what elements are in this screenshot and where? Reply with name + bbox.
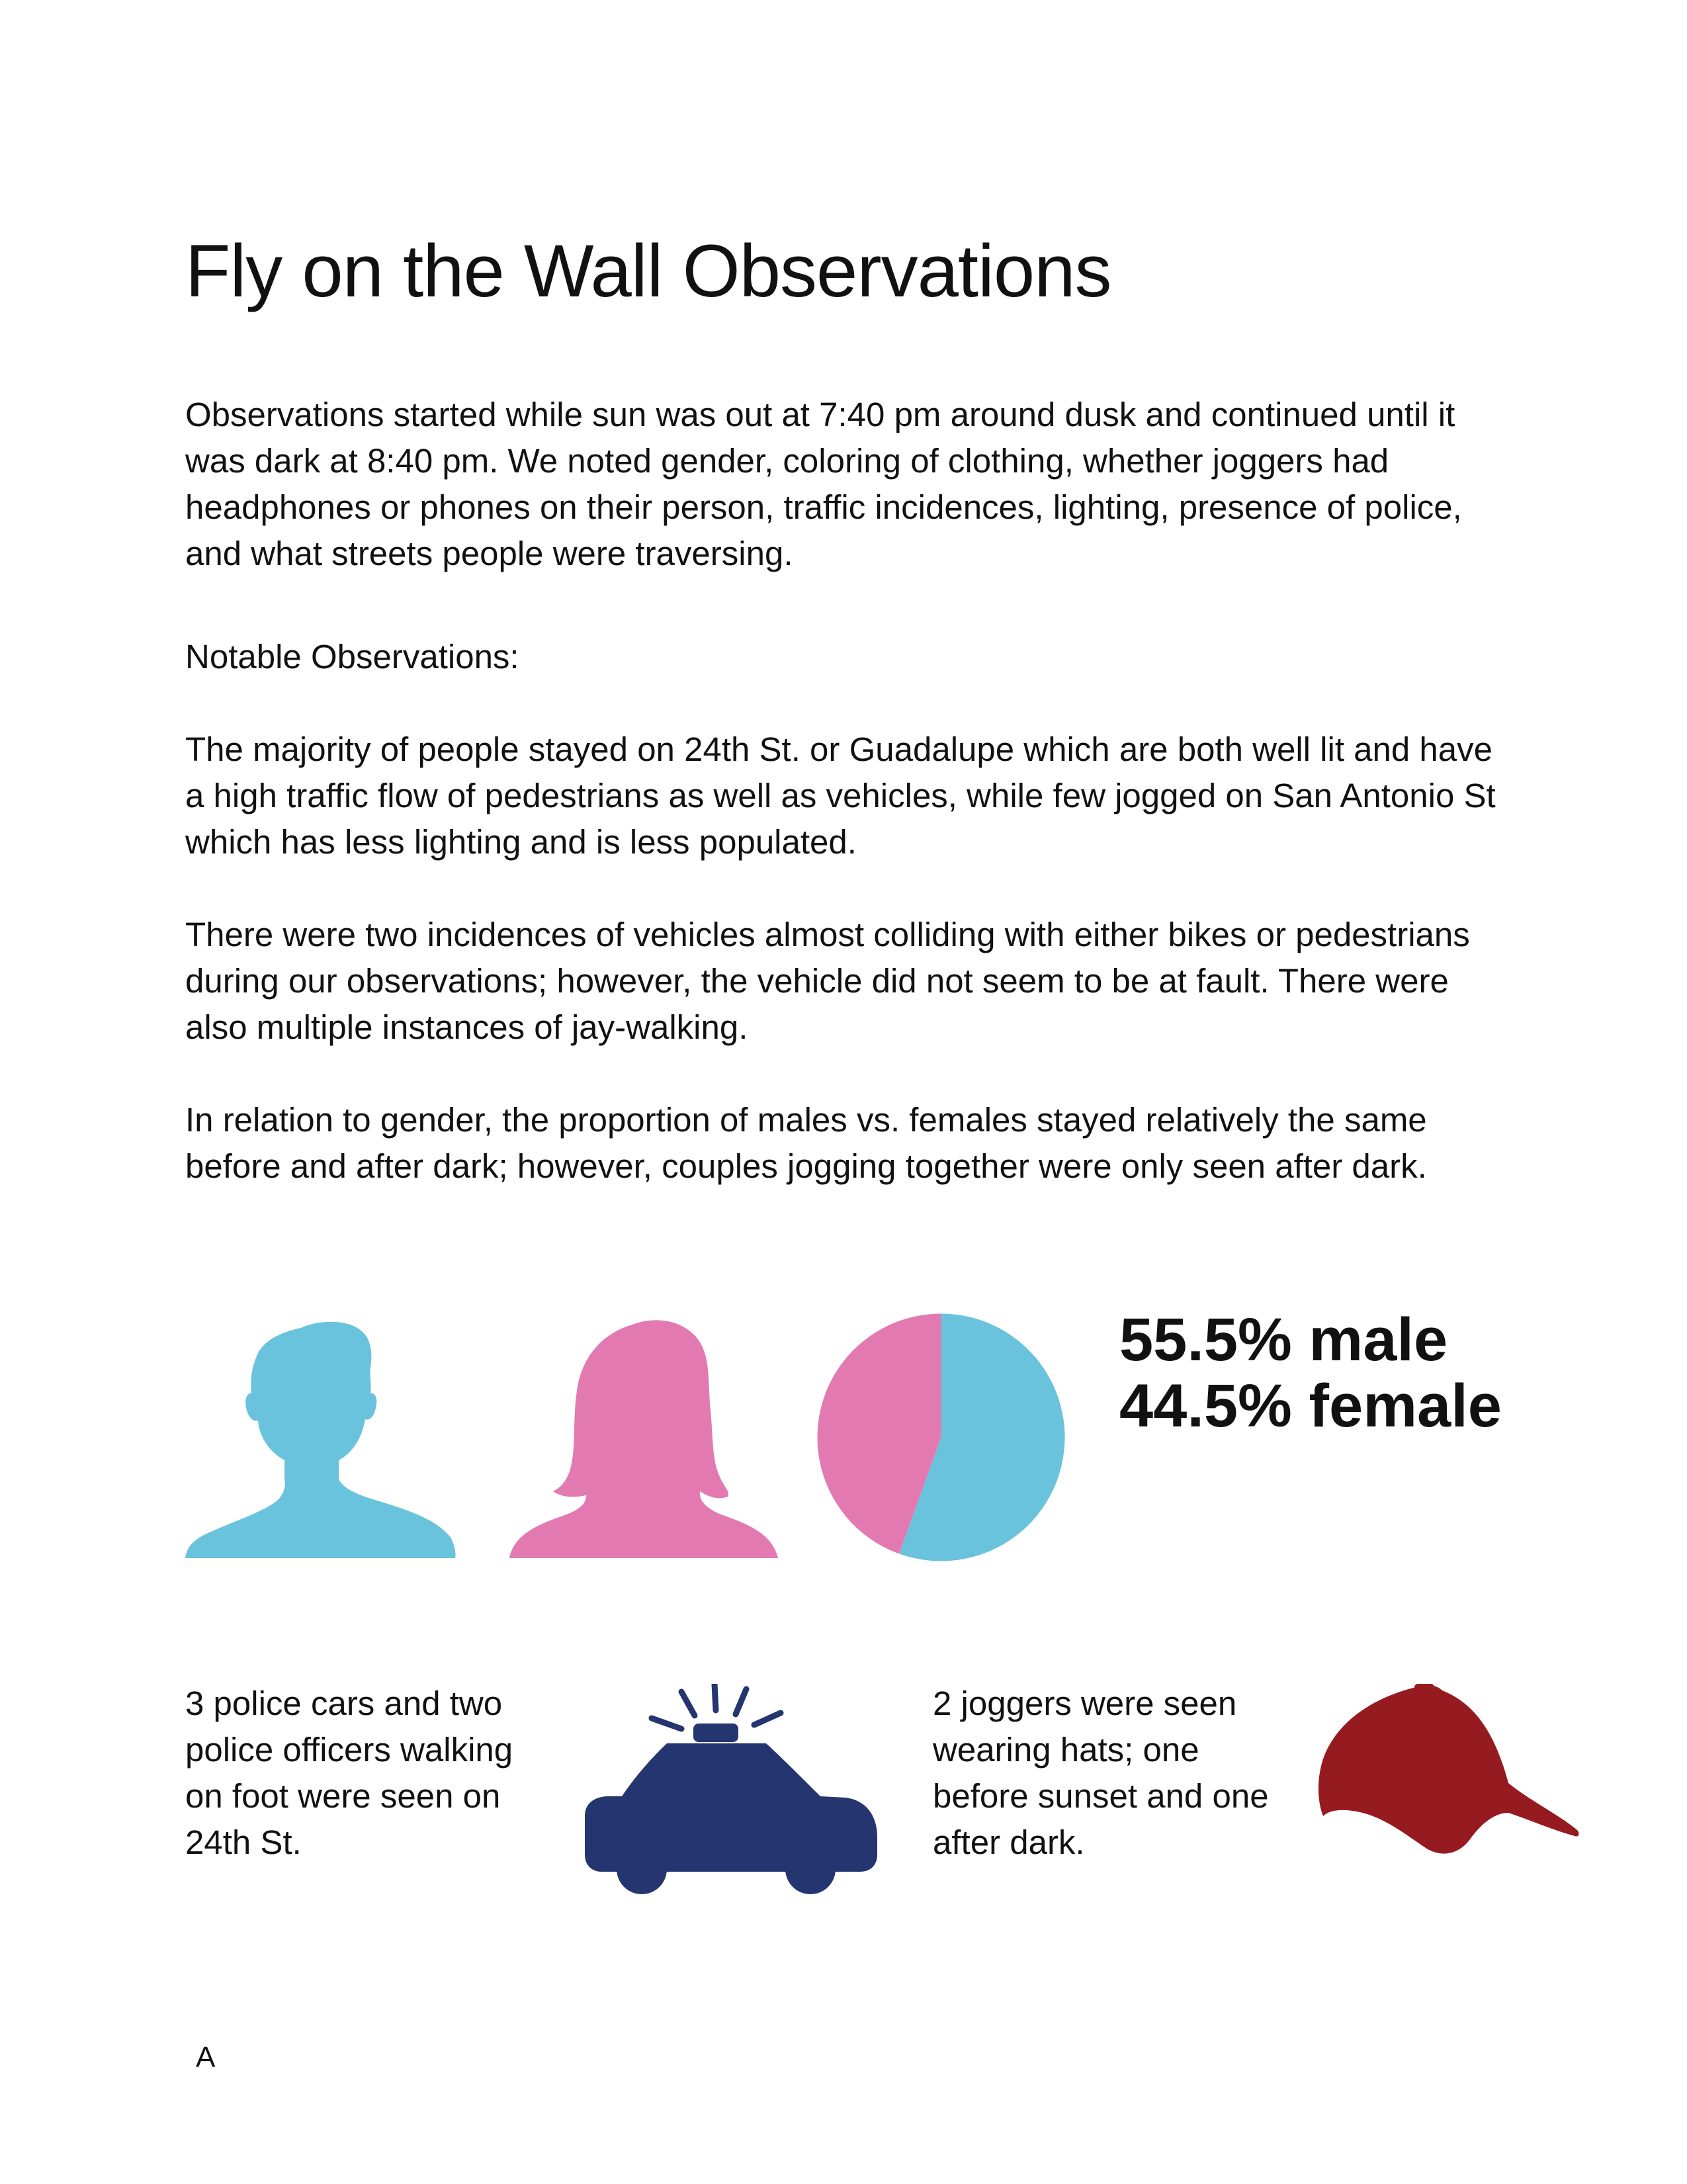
rear-wheel: [617, 1844, 667, 1894]
car-body: [585, 1743, 877, 1872]
streets-paragraph: The majority of people stayed on 24th St…: [185, 730, 1496, 861]
siren-rays: [648, 1684, 784, 1732]
cap-button: [1414, 1684, 1434, 1690]
gender-paragraph: In relation to gender, the proportion of…: [185, 1101, 1427, 1185]
intro-paragraph: Observations started while sun was out a…: [185, 396, 1462, 572]
female-silhouette-shape: [509, 1320, 778, 1558]
gender-pie-chart: [817, 1313, 1065, 1561]
hats-caption: 2 joggers were seen wearing hats; one be…: [933, 1684, 1269, 1861]
male-silhouette-icon: [185, 1321, 456, 1558]
pie-slice-female: [817, 1313, 941, 1554]
police-caption: 3 police cars and two police officers wa…: [185, 1684, 513, 1861]
traffic-paragraph: There were two incidences of vehicles al…: [185, 916, 1470, 1046]
notable-heading: Notable Observations:: [185, 638, 519, 676]
male-silhouette-shape: [185, 1321, 456, 1558]
male-stat: 55.5% male: [1119, 1306, 1448, 1374]
cap-crown: [1318, 1684, 1579, 1854]
page-letter: A: [196, 2041, 216, 2074]
female-stat: 44.5% female: [1119, 1372, 1502, 1440]
female-silhouette-icon: [509, 1320, 778, 1558]
pie-slice-male: [899, 1313, 1065, 1561]
siren-light: [693, 1724, 738, 1742]
page-title: Fly on the Wall Observations: [185, 230, 1112, 312]
front-wheel: [785, 1844, 836, 1894]
gender-stats: 55.5% male 44.5% female: [1119, 1307, 1502, 1439]
police-car-icon: [585, 1684, 877, 1894]
baseball-cap-icon: [1318, 1684, 1579, 1854]
